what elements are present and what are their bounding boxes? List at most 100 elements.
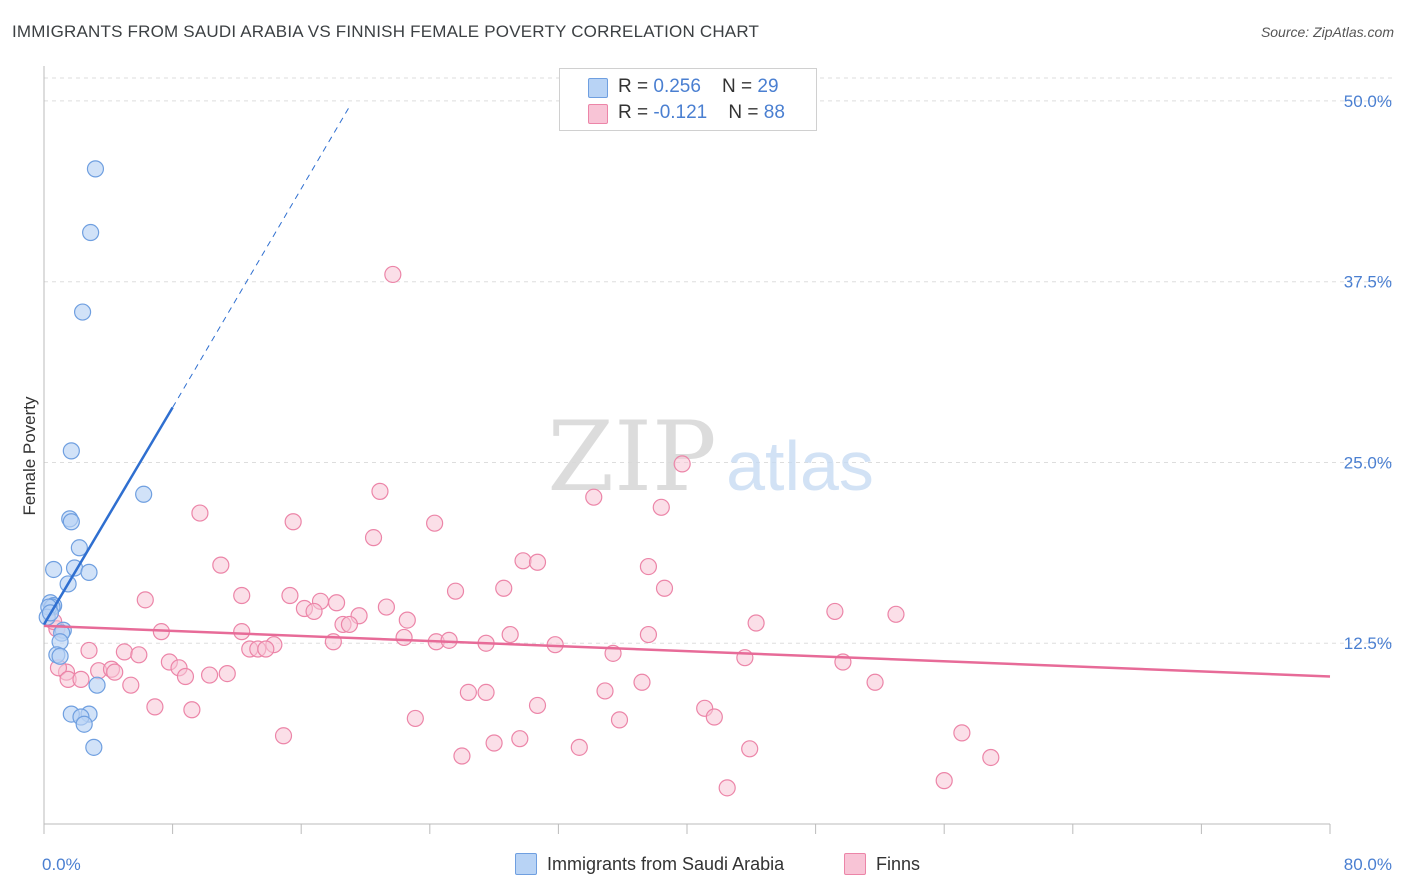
- finns-point: [953, 724, 971, 742]
- finns-point: [212, 556, 230, 574]
- y-tick-label: 12.5%: [1344, 634, 1392, 653]
- finns-point: [115, 643, 133, 661]
- finns-point: [426, 514, 444, 532]
- saudi-point: [62, 513, 80, 531]
- finns-point: [364, 529, 383, 547]
- finns-point: [395, 628, 413, 647]
- axes: [43, 66, 1331, 834]
- finns-point: [80, 641, 98, 660]
- finns-point: [866, 673, 884, 691]
- finns-point: [200, 666, 219, 684]
- finns-point: [122, 676, 140, 694]
- legend-n-value: 88: [763, 102, 785, 123]
- x-tick-label-max: 80.0%: [1344, 855, 1392, 874]
- legend-n-label: N =: [728, 102, 764, 123]
- finns-point: [371, 482, 389, 500]
- saudi-point: [85, 738, 103, 756]
- finns-point: [191, 504, 209, 522]
- saudi-point: [88, 676, 106, 694]
- finns-point: [718, 779, 736, 797]
- y-tick-label: 50.0%: [1344, 92, 1392, 111]
- finns-trend-line: [43, 624, 1331, 678]
- saudi-point: [135, 485, 153, 503]
- saudi-point: [45, 560, 63, 579]
- finns-point: [146, 698, 164, 716]
- finns-point: [741, 740, 759, 758]
- bottom-legend-swatch-blue: [515, 853, 537, 875]
- legend-swatch-pink: [588, 104, 608, 124]
- bottom-legend-label-finns: Finns: [876, 853, 921, 874]
- legend: R = 0.256 N = 29 R = -0.121 N = 88: [559, 68, 817, 131]
- saudi-point: [82, 223, 100, 242]
- legend-n-label: N =: [722, 76, 758, 97]
- finns-point: [652, 498, 670, 516]
- finns-point: [887, 605, 905, 623]
- finns-point: [398, 611, 416, 629]
- finns-point: [440, 631, 458, 649]
- finns-point: [528, 553, 547, 571]
- bottom-legend-saudi: Immigrants from Saudi Arabia: [515, 853, 784, 875]
- saudi-point: [75, 715, 93, 733]
- finns-point: [377, 598, 395, 616]
- saudi-point: [62, 442, 80, 460]
- finns-point: [633, 673, 651, 691]
- saudi-point: [51, 647, 69, 665]
- legend-r-value: 0.256: [653, 76, 701, 97]
- watermark-atlas: atlas: [726, 427, 874, 505]
- finns-point: [72, 670, 90, 688]
- finns-point: [274, 727, 293, 745]
- legend-n-value: 29: [757, 76, 779, 97]
- trend-lines: [42, 106, 1331, 678]
- chart-title: IMMIGRANTS FROM SAUDI ARABIA VS FINNISH …: [12, 22, 760, 41]
- finns-point: [935, 772, 953, 790]
- saudi-trend-line: [42, 406, 174, 626]
- finns-point: [233, 623, 251, 641]
- grid-lines: [44, 77, 1392, 644]
- finns-point: [501, 625, 519, 644]
- finns-point: [495, 579, 513, 597]
- finns-point: [281, 586, 299, 605]
- finns-point: [596, 682, 614, 700]
- legend-r-label: R =: [618, 102, 654, 123]
- watermark-zip: ZIP: [547, 401, 716, 513]
- finns-points: [45, 265, 1000, 797]
- legend-r-label: R =: [618, 76, 654, 97]
- finns-point: [826, 602, 844, 621]
- finns-point: [340, 615, 359, 634]
- finns-point: [459, 683, 477, 702]
- saudi-point: [73, 303, 92, 321]
- finns-point: [673, 455, 691, 473]
- finns-point: [406, 709, 424, 728]
- finns-point: [136, 591, 154, 609]
- finns-point: [639, 557, 658, 576]
- finns-point: [284, 513, 302, 531]
- y-tick-label: 37.5%: [1344, 273, 1392, 292]
- finns-point: [570, 738, 588, 756]
- finns-point: [130, 646, 148, 664]
- finns-point: [514, 552, 532, 570]
- y-axis-label: Female Poverty: [20, 396, 39, 516]
- bottom-legend-finns: Finns: [844, 853, 920, 875]
- saudi-point: [80, 563, 98, 581]
- finns-point: [233, 586, 251, 605]
- saudi-point: [86, 160, 105, 178]
- bottom-legend-swatch-pink: [844, 853, 866, 875]
- finns-point: [511, 730, 529, 748]
- saudi-trend-extension: [172, 106, 350, 408]
- legend-r-value: -0.121: [653, 102, 708, 123]
- finns-point: [477, 683, 495, 702]
- tick-labels: 12.5% 25.0% 37.5% 50.0% 0.0% 80.0%: [42, 92, 1392, 874]
- finns-point: [655, 579, 674, 597]
- saudi-points: [38, 160, 153, 756]
- finns-point: [305, 602, 323, 621]
- finns-point: [218, 664, 236, 683]
- bottom-legend-label-saudi: Immigrants from Saudi Arabia: [547, 853, 785, 874]
- finns-point: [610, 711, 629, 729]
- finns-point: [176, 667, 195, 686]
- legend-swatch-blue: [588, 78, 608, 98]
- y-tick-label: 25.0%: [1344, 453, 1392, 472]
- finns-point: [585, 488, 603, 506]
- finns-point: [528, 696, 547, 715]
- source-label: Source: ZipAtlas.com: [1260, 24, 1394, 40]
